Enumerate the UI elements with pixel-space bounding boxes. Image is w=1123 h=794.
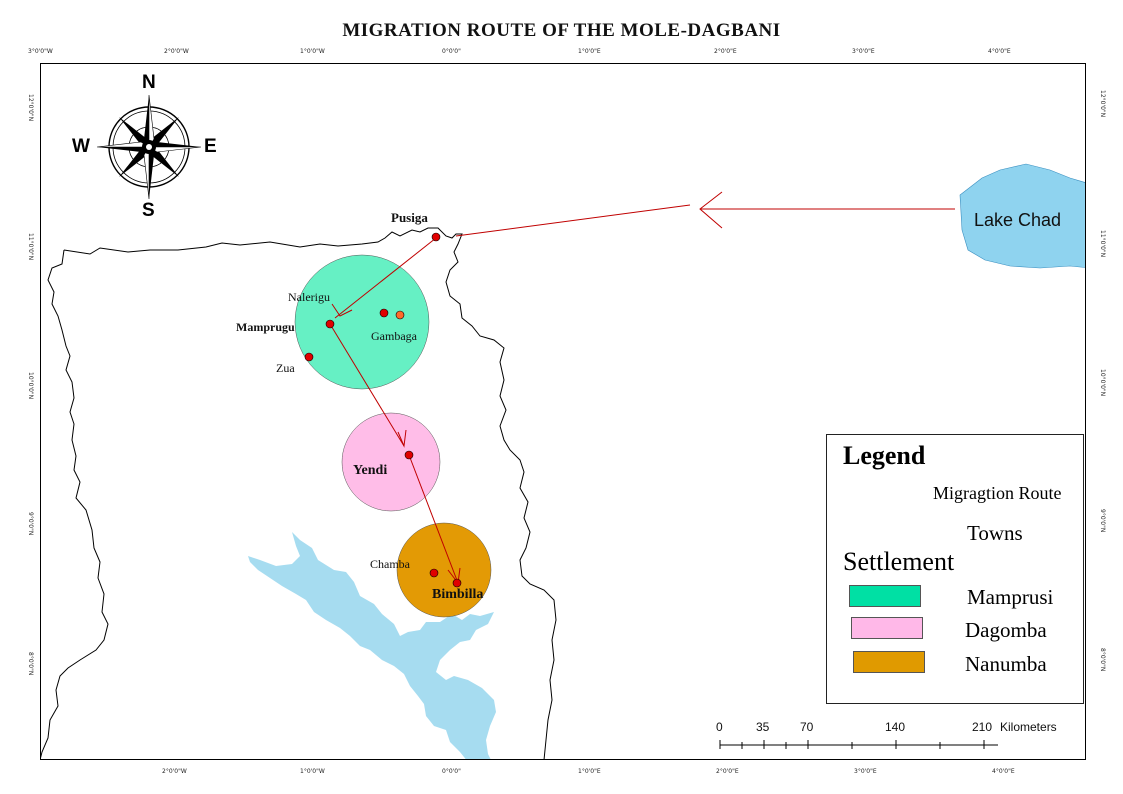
scale-bar <box>719 740 998 749</box>
compass-east-label: E <box>204 136 217 157</box>
town-marker-gambaga <box>395 310 405 320</box>
top-tick: 1°0'0"E <box>578 48 601 55</box>
top-tick: 4°0'0"E <box>988 48 1011 55</box>
town-marker-yendi <box>404 450 414 460</box>
town-label-zua: Zua <box>276 361 295 375</box>
top-tick: 0°0'0" <box>442 48 461 55</box>
bottom-tick: 1°0'0"E <box>578 768 601 775</box>
compass-west-label: W <box>72 136 90 157</box>
top-tick: 2°0'0"E <box>714 48 737 55</box>
scale-label: 70 <box>800 720 814 734</box>
town-marker-nalerigu <box>379 308 389 318</box>
legend-swatch-mamprusi <box>849 585 921 607</box>
legend-route-label: Migragtion Route <box>933 483 1062 503</box>
bottom-tick: 2°0'0"E <box>716 768 739 775</box>
town-marker-pusiga <box>431 232 441 242</box>
town-label-gambaga: Gambaga <box>371 329 417 343</box>
town-label-pusiga: Pusiga <box>391 210 428 225</box>
legend-label-nanumba: Nanumba <box>965 652 1047 676</box>
scale-label: 140 <box>885 720 906 734</box>
compass-north-label: N <box>142 72 156 93</box>
town-label-chamba: Chamba <box>370 557 410 571</box>
top-tick: 2°0'0"W <box>164 48 189 55</box>
top-tick: 3°0'0"W <box>28 48 53 55</box>
legend-title: Legend <box>843 441 926 470</box>
legend-label-dagomba: Dagomba <box>965 618 1047 642</box>
nanumba-settlement-circle <box>396 522 492 618</box>
bottom-tick: 2°0'0"W <box>162 768 187 775</box>
bottom-tick: 4°0'0"E <box>992 768 1015 775</box>
bottom-tick: 1°0'0"W <box>300 768 325 775</box>
top-tick: 3°0'0"E <box>852 48 875 55</box>
legend-settlement-heading: Settlement <box>843 547 955 576</box>
town-marker-chamba <box>429 568 439 578</box>
town-marker-mamprugu <box>325 319 335 329</box>
bottom-tick: 0°0'0" <box>442 768 461 775</box>
top-tick: 1°0'0"W <box>300 48 325 55</box>
town-label-yendi: Yendi <box>353 463 388 478</box>
mamprusi-settlement-circle <box>294 254 430 390</box>
lake-chad-label: Lake Chad <box>974 210 1062 230</box>
town-marker-zua <box>304 352 314 362</box>
map-title: MIGRATION ROUTE OF THE MOLE-DAGBANI <box>342 20 781 41</box>
country-boundary-west <box>41 249 109 759</box>
scale-unit-label: Kilometers <box>1000 720 1057 734</box>
town-marker-bimbilla <box>452 578 462 588</box>
town-label-bimbilla: Bimbilla <box>432 587 484 602</box>
legend-swatch-nanumba <box>853 651 925 673</box>
bottom-tick: 3°0'0"E <box>854 768 877 775</box>
compass-south-label: S <box>142 200 155 221</box>
scale-label: 0 <box>716 720 723 734</box>
legend-label-mamprusi: Mamprusi <box>967 585 1054 609</box>
compass-rose <box>96 94 202 200</box>
scale-label: 35 <box>756 720 770 734</box>
legend-swatch-dagomba <box>851 617 923 639</box>
scale-label: 210 <box>972 720 993 734</box>
dagomba-settlement-circle <box>341 412 441 512</box>
map-frame <box>40 63 1086 760</box>
country-boundary <box>63 227 557 759</box>
lake-chad-shape <box>959 163 1085 269</box>
legend-towns-label: Towns <box>967 521 1023 545</box>
town-label-nalerigu: Nalerigu <box>288 290 330 304</box>
town-label-mamprugu: Mamprugu <box>236 320 295 334</box>
lake-volta-shape <box>248 532 496 759</box>
legend: Legend Migragtion Route Towns Settlement… <box>826 434 1084 704</box>
